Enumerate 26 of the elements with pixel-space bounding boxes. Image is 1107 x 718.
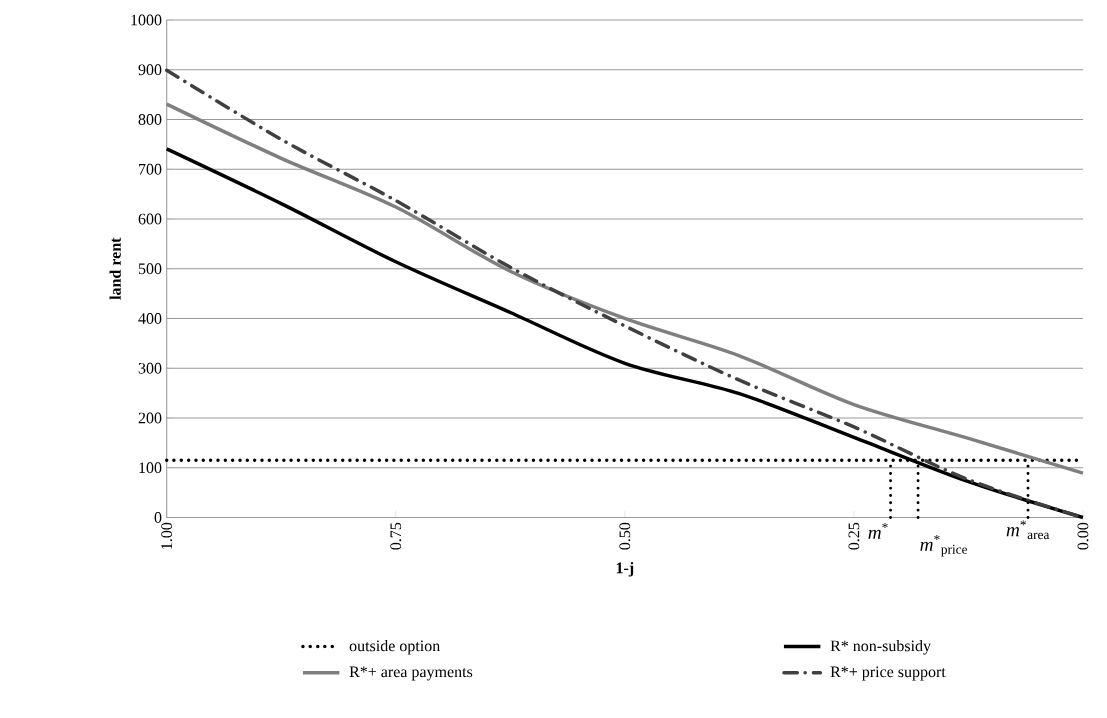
x-tick-label: 0.25 [848,523,860,550]
ref-line-label: m$^{*}$area [1006,520,1050,540]
y-tick-label: 200 [138,412,162,424]
ref-line-label: m$^{*}$price [920,535,968,557]
line-series [164,102,1085,476]
y-tick-label: 600 [138,213,162,225]
y-tick-label: 300 [138,363,162,374]
y-tick-label: 900 [138,64,162,76]
x-tick-label: 0.50 [619,523,631,550]
legend-label: outside option [349,640,440,655]
x-axis-title: 1-j [616,562,634,577]
legend-label: R*+ price support [830,666,946,681]
x-tick-label: 0.00 [1077,523,1089,550]
y-tick-label: 400 [138,313,162,325]
legend-label: R* non-subsidy [830,640,931,655]
ref-line-label: m$^{*}$ [868,523,888,540]
y-axis-title: land rent [109,237,121,300]
x-tick-label: 0.75 [390,523,402,550]
x-tick-label: 1.00 [161,523,173,550]
y-tick-label: 700 [139,164,162,175]
y-tick-label: 1000 [131,14,162,26]
legend-label: R*+ area payments [349,666,473,681]
y-tick-label: 100 [139,462,162,474]
y-tick-label: 800 [138,114,162,126]
y-tick-label: 0 [154,512,162,524]
y-tick-label: 500 [138,263,162,275]
